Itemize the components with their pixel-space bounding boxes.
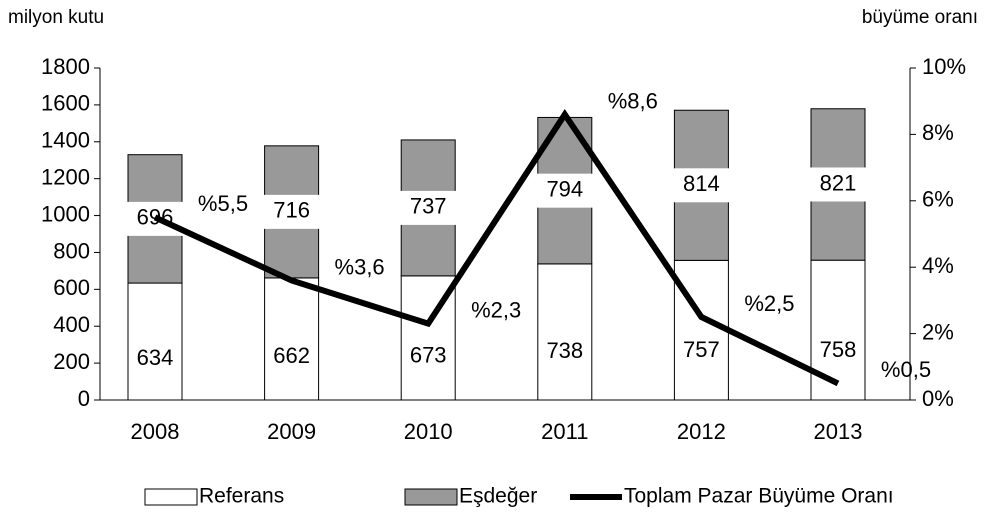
data-label: 673 [410, 342, 447, 367]
y-tick-label: 600 [53, 275, 90, 300]
y2-tick-label: 6% [922, 187, 954, 212]
data-label: 814 [683, 171, 720, 196]
data-label: %0,5 [881, 357, 931, 382]
y2-tick-label: 2% [922, 319, 954, 344]
bar-segment [810, 259, 866, 401]
x-tick-label: 2008 [131, 419, 180, 444]
bar-segment [673, 259, 729, 401]
data-label: 758 [820, 337, 857, 362]
label-bg [671, 168, 732, 203]
label-bg [534, 173, 595, 208]
y-tick-label: 1600 [41, 91, 90, 116]
legend-label: Eşdeğer [459, 485, 537, 508]
x-tick-label: 2013 [814, 419, 863, 444]
x-tick-label: 2011 [541, 419, 588, 444]
data-label: %2,5 [744, 291, 794, 316]
line [153, 109, 840, 387]
data-label: 634 [137, 345, 174, 370]
data-label: 794 [546, 176, 583, 201]
data-label: %2,3 [471, 297, 521, 322]
data-label: 737 [410, 194, 447, 219]
data-label: 738 [546, 338, 583, 363]
label-bg [261, 194, 322, 229]
bar-segment [537, 263, 593, 401]
y-tick-label: 0 [78, 386, 90, 411]
data-label: %3,6 [335, 254, 385, 279]
y-tick-label: 400 [53, 312, 90, 337]
legend-label: Toplam Pazar Büyüme Oranı [624, 485, 894, 508]
data-label: %8,6 [608, 88, 658, 113]
data-label: 757 [683, 337, 720, 362]
bar-segment [264, 277, 320, 401]
y-tick-label: 1200 [41, 164, 90, 189]
bar-segment [127, 282, 183, 401]
x-tick-label: 2012 [677, 419, 726, 444]
y-tick-label: 800 [53, 238, 90, 263]
x-tick-label: 2009 [267, 419, 316, 444]
data-label: 821 [820, 170, 857, 195]
y-tick-label: 1000 [41, 201, 90, 226]
y-tick-label: 1800 [41, 54, 90, 79]
y2-axis-label: büyüme oranı [862, 7, 978, 28]
label-bg [808, 167, 868, 202]
data-label: %5,5 [198, 191, 248, 216]
legend-label: Referans [199, 485, 284, 508]
x-tick-label: 2010 [404, 419, 453, 444]
label-bg [398, 190, 459, 225]
y2-tick-label: 8% [922, 120, 954, 145]
legend-swatch [144, 488, 198, 506]
data-label: 716 [273, 198, 310, 223]
data-label: 662 [273, 343, 310, 368]
y-tick-label: 200 [53, 349, 90, 374]
y2-tick-label: 0% [922, 386, 954, 411]
legend-swatch [404, 488, 458, 506]
y2-tick-label: 4% [922, 253, 954, 278]
y-tick-label: 1400 [41, 128, 90, 153]
y2-tick-label: 10% [922, 54, 966, 79]
y-axis-label: milyon kutu [8, 7, 104, 28]
